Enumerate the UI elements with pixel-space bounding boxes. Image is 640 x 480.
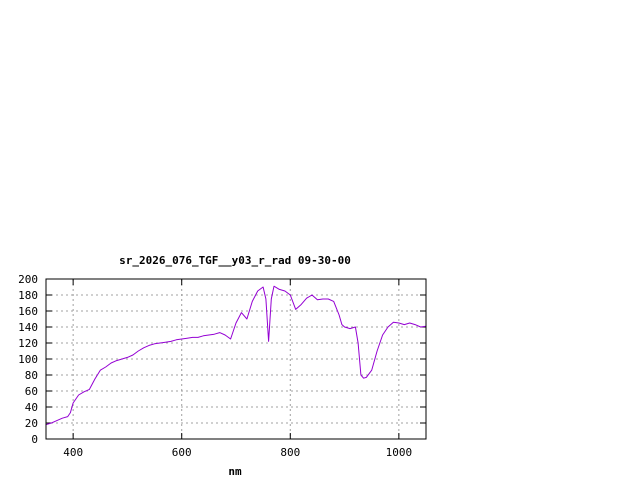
y-tick-label: 40: [25, 401, 38, 414]
x-tick-label: 400: [63, 446, 83, 459]
y-tick-label: 180: [18, 289, 38, 302]
grid: [46, 279, 426, 439]
x-axis-ticks: 400 600 800 1000: [63, 446, 412, 459]
x-tick-label: 800: [280, 446, 300, 459]
y-tick-label: 100: [18, 353, 38, 366]
y-tick-label: 20: [25, 417, 38, 430]
x-axis-label: nm: [228, 465, 242, 478]
plot-border: [45, 278, 427, 440]
y-tick-label: 60: [25, 385, 38, 398]
y-tick-label: 140: [18, 321, 38, 334]
x-tick-label: 600: [172, 446, 192, 459]
series-layer: [45, 285, 427, 426]
y-tick-label: 80: [25, 369, 38, 382]
y-tick-label: 120: [18, 337, 38, 350]
y-tick-label: 0: [31, 433, 38, 446]
y-axis-ticks: 0 20 40 60 80 100 120 140 160 180 200: [18, 273, 38, 446]
x-tick-label: 1000: [386, 446, 413, 459]
y-tick-label: 160: [18, 305, 38, 318]
chart-title: sr_2026_076_TGF__y03_r_rad 09-30-00: [119, 254, 351, 267]
y-tick-label: 200: [18, 273, 38, 286]
series-line-0: [45, 285, 427, 426]
